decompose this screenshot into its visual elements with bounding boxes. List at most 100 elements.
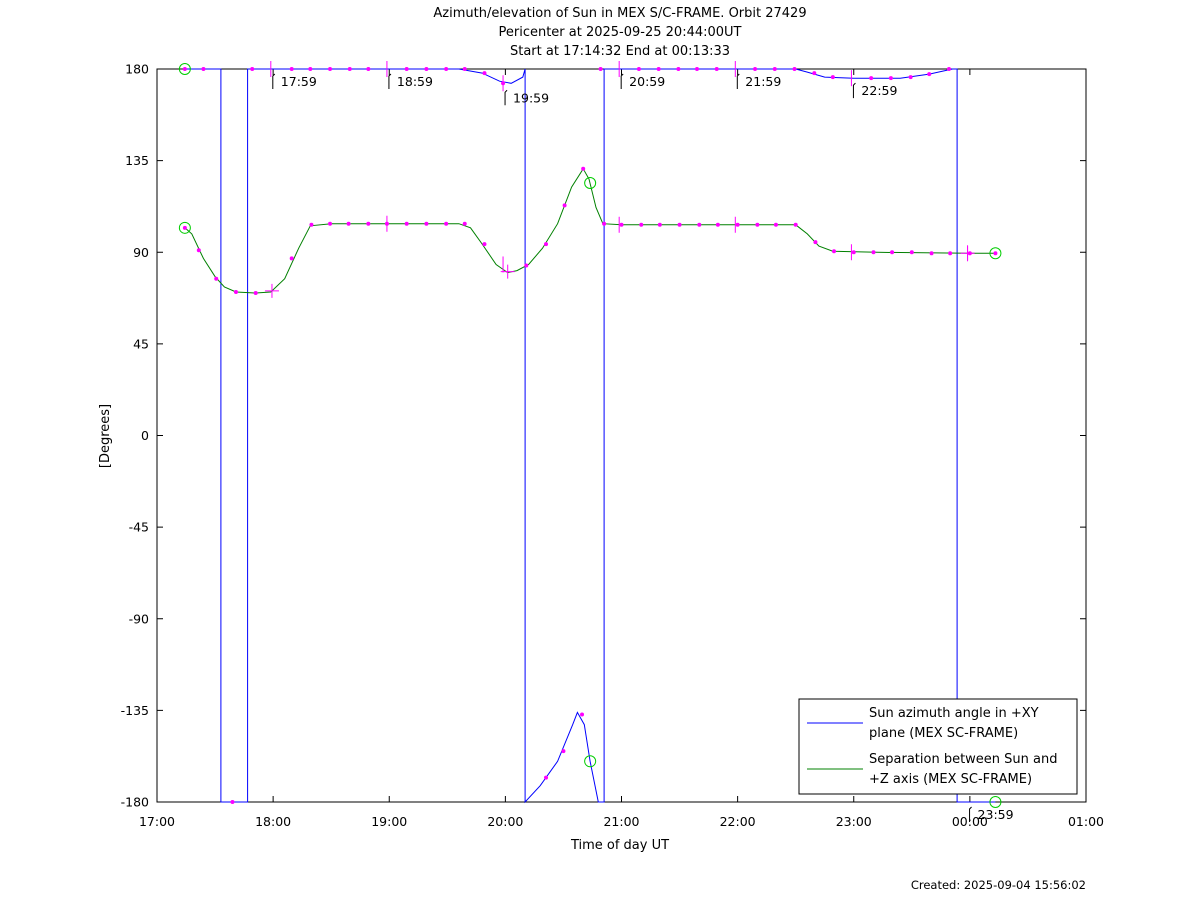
data-point [812, 71, 817, 76]
data-point [482, 242, 487, 247]
x-tick-label: 17:00 [139, 814, 175, 829]
data-point [929, 251, 934, 256]
data-point [366, 221, 371, 226]
data-point [832, 249, 837, 254]
title-line-1: Azimuth/elevation of Sun in MEX S/C-FRAM… [433, 6, 806, 21]
time-annotation-label: 21:59 [745, 74, 781, 89]
endpoint-circle [989, 796, 1002, 808]
data-point [813, 240, 818, 245]
data-point [250, 67, 255, 71]
title-line-2: Pericenter at 2025-09-25 20:44:00UT [498, 25, 741, 40]
series-line [184, 167, 996, 294]
time-annotation-label: 17:59 [281, 74, 317, 89]
data-point [501, 81, 506, 86]
time-annotation-leader [736, 73, 740, 89]
legend-label: plane (MEX SC-FRAME) [869, 726, 1018, 741]
endpoint-circle [178, 221, 191, 234]
data-point [444, 67, 449, 71]
data-point [677, 222, 682, 227]
data-point [328, 221, 333, 226]
data-point [773, 222, 778, 227]
time-annotation-leader [504, 89, 508, 106]
y-tick-label: 180 [125, 62, 149, 77]
x-tick-label: 20:00 [487, 814, 523, 829]
data-point [694, 67, 699, 71]
data-point [676, 67, 681, 71]
data-point [309, 222, 314, 227]
data-point [346, 221, 351, 226]
data-point [253, 290, 258, 295]
data-point [908, 75, 913, 80]
time-annotation-leader [272, 73, 276, 89]
x-tick-label: 01:00 [1068, 814, 1104, 829]
data-point [851, 250, 856, 255]
endpoint-circle [584, 177, 597, 190]
time-annotation-leader [852, 82, 856, 99]
data-point [656, 67, 661, 71]
created-timestamp: Created: 2025-09-04 15:56:02 [911, 878, 1086, 892]
y-tick-label: -90 [129, 611, 149, 626]
data-point [384, 221, 389, 226]
data-point [524, 263, 529, 268]
data-point [404, 67, 409, 71]
endpoint-circle [584, 755, 597, 768]
data-point [772, 67, 777, 71]
data-point [657, 222, 662, 227]
data-point [544, 775, 549, 780]
data-point [230, 800, 235, 804]
data-point [544, 242, 549, 247]
data-point [562, 203, 567, 208]
data-point [753, 67, 758, 71]
data-point [793, 222, 798, 227]
data-point [890, 250, 895, 255]
legend-label: Sun azimuth angle in +XY [869, 706, 1039, 721]
data-point [196, 248, 201, 253]
x-tick-label: 22:00 [720, 814, 756, 829]
time-annotation-label: 22:59 [861, 83, 897, 98]
data-point [948, 251, 953, 256]
data-point [424, 221, 429, 226]
data-point [201, 67, 206, 71]
series-layer [184, 68, 996, 804]
y-tick-label: 0 [141, 428, 149, 443]
data-point [561, 749, 566, 754]
data-point [697, 222, 702, 227]
data-point [404, 221, 409, 226]
title-line-3: Start at 17:14:32 End at 00:13:33 [510, 44, 730, 59]
data-point [424, 67, 429, 71]
data-point [639, 222, 644, 227]
endpoint-circle [178, 63, 191, 75]
y-axis-label: [Degrees] [98, 404, 113, 468]
data-point [347, 67, 352, 71]
y-tick-label: 45 [133, 336, 149, 351]
data-point [927, 72, 932, 77]
data-point [462, 67, 467, 71]
legend-box [798, 698, 1078, 795]
data-point [830, 75, 835, 80]
data-point [869, 76, 874, 81]
data-point [581, 166, 586, 171]
data-point [214, 276, 219, 281]
plot-area [156, 68, 1087, 803]
y-tick-label: 90 [133, 245, 149, 260]
time-annotation-label: 19:59 [513, 90, 549, 105]
time-annotation-label: 20:59 [629, 74, 665, 89]
y-tick-label: 135 [125, 153, 149, 168]
data-point [233, 289, 238, 294]
data-point [636, 67, 641, 71]
x-tick-label: 19:00 [371, 814, 407, 829]
data-point [598, 67, 603, 71]
x-tick-label: 18:00 [255, 814, 291, 829]
data-point [792, 67, 797, 71]
data-point [619, 222, 624, 227]
data-point [182, 67, 187, 71]
x-axis-label: Time of day UT [570, 838, 669, 853]
data-point [580, 712, 585, 717]
cross-marker [264, 283, 279, 298]
data-point [888, 76, 893, 81]
legend: Sun azimuth angle in +XY plane (MEX SC-FR… [798, 698, 1078, 795]
data-point [444, 221, 449, 226]
data-point [289, 67, 294, 71]
time-annotation-leader [388, 73, 392, 89]
